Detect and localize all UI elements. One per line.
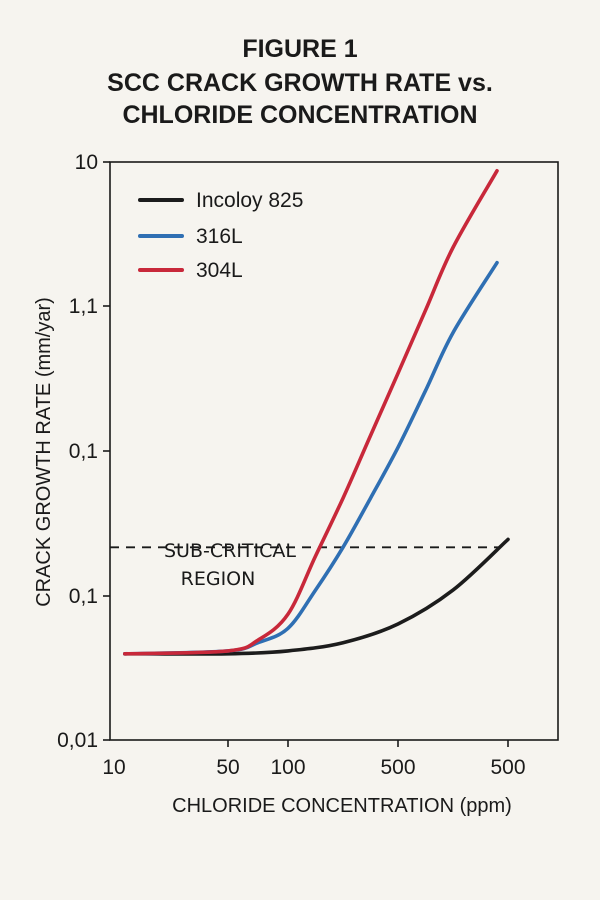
threshold-label-line-2: REGION xyxy=(181,568,256,590)
x-tick-label: 50 xyxy=(216,756,239,779)
series-lines xyxy=(123,169,510,656)
x-tick-label: 10 xyxy=(102,756,125,779)
series-line-316l xyxy=(123,260,499,656)
y-tick-label: 10 xyxy=(75,151,98,174)
legend-label-304l: 304L xyxy=(196,259,243,282)
threshold-label-line-1: SUB-CRITICAL xyxy=(164,540,296,562)
y-tick-label: 0,1 xyxy=(69,440,98,463)
legend-label-316l: 316L xyxy=(196,225,243,248)
series-line-incoloy-825 xyxy=(123,537,510,656)
y-tick-label: 0,01 xyxy=(57,729,98,752)
x-tick-label: 500 xyxy=(380,756,415,779)
y-tick-label: 1,1 xyxy=(69,295,98,318)
chart-title-line-2: SCC CRACK GROWTH RATE vs. xyxy=(107,69,493,97)
x-axis-label: CHLORIDE CONCENTRATION (ppm) xyxy=(172,795,512,817)
chart-title-line-1: FIGURE 1 xyxy=(242,35,357,63)
series-line-304l xyxy=(123,169,499,656)
y-axis-ticks: 10 1,1 0,1 0,1 0,01 xyxy=(57,151,110,752)
x-tick-label: 500 xyxy=(490,756,525,779)
legend-label-incoloy-825: Incoloy 825 xyxy=(196,189,303,212)
y-axis-label: CRACK GROWTH RATE (mm/yar) xyxy=(33,297,55,607)
x-tick-label: 100 xyxy=(270,756,305,779)
chart-title-line-3: CHLORIDE CONCENTRATION xyxy=(122,101,477,129)
legend: Incoloy 825 316L 304L xyxy=(138,189,303,282)
x-axis-ticks: 10 50 100 500 500 xyxy=(102,740,526,779)
y-tick-label: 0,1 xyxy=(69,585,98,608)
